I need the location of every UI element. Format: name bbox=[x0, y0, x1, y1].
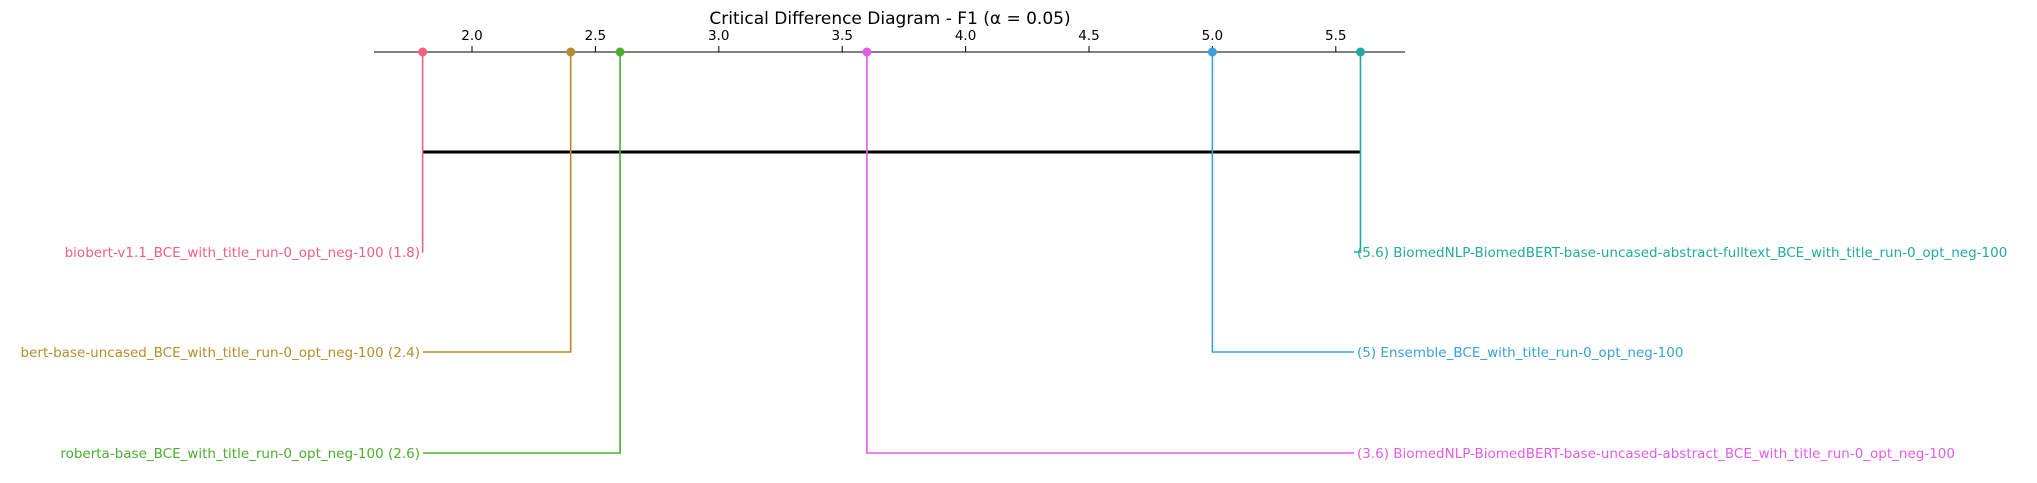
model-label: biobert-v1.1_BCE_with_title_run-0_opt_ne… bbox=[65, 245, 420, 261]
model-label: (5) Ensemble_BCE_with_title_run-0_opt_ne… bbox=[1357, 345, 1683, 361]
tick-label: 4.5 bbox=[1078, 28, 1099, 44]
tick-label: 5.0 bbox=[1202, 28, 1223, 44]
rank-marker bbox=[1355, 47, 1365, 57]
model-label: (3.6) BiomedNLP-BiomedBERT-base-uncased-… bbox=[1357, 446, 1955, 462]
model-label: (5.6) BiomedNLP-BiomedBERT-base-uncased-… bbox=[1357, 245, 2007, 261]
tick-label: 2.0 bbox=[461, 28, 482, 44]
model-markers: biobert-v1.1_BCE_with_title_run-0_opt_ne… bbox=[21, 47, 2007, 462]
rank-marker bbox=[418, 47, 428, 57]
chart-title: Critical Difference Diagram - F1 (α = 0.… bbox=[709, 9, 1070, 29]
rank-marker bbox=[615, 47, 625, 57]
tick-label: 4.0 bbox=[955, 28, 976, 44]
model-connector bbox=[423, 52, 621, 454]
tick-label: 3.5 bbox=[831, 28, 852, 44]
rank-marker bbox=[566, 47, 576, 57]
model-connector bbox=[1354, 52, 1362, 253]
rank-marker bbox=[1207, 47, 1217, 57]
axis-ticks: 2.0 2.5 3.0 3.5 4.0 4.5 5.0 5.5 bbox=[461, 28, 1347, 52]
model-label: roberta-base_BCE_with_title_run-0_opt_ne… bbox=[60, 446, 420, 462]
model-connector bbox=[1211, 52, 1354, 353]
model-connector bbox=[866, 52, 1354, 454]
model-label: bert-base-uncased_BCE_with_title_run-0_o… bbox=[21, 345, 420, 361]
tick-label: 5.5 bbox=[1325, 28, 1346, 44]
tick-label: 3.0 bbox=[708, 28, 729, 44]
tick-label: 2.5 bbox=[585, 28, 606, 44]
model-connector bbox=[423, 52, 572, 353]
rank-marker bbox=[862, 47, 872, 57]
